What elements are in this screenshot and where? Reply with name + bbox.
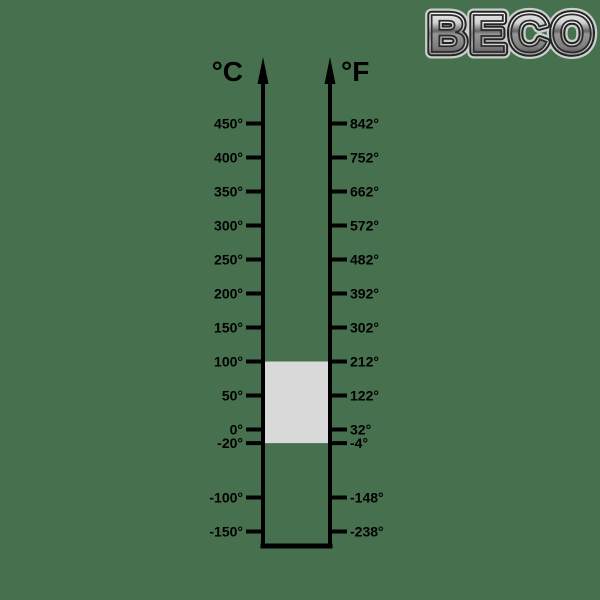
celsius-tick-label: 450°	[214, 116, 243, 132]
celsius-tick-label: 300°	[214, 218, 243, 234]
beco-logo-text: BECO	[428, 4, 596, 64]
fahrenheit-tick-label: -238°	[350, 524, 384, 540]
celsius-arrow-up-icon	[257, 57, 269, 84]
celsius-tick-label: 400°	[214, 150, 243, 166]
celsius-tick-label: 50°	[222, 388, 243, 404]
celsius-tick-label: -100°	[209, 490, 243, 506]
celsius-tick-label: 350°	[214, 184, 243, 200]
fahrenheit-tick-label: 752°	[350, 150, 379, 166]
fahrenheit-tick-label: 212°	[350, 354, 379, 370]
fahrenheit-tick-label: 32°	[350, 422, 371, 438]
beco-logo-text: BECO	[428, 4, 596, 64]
fahrenheit-arrow-up-icon	[324, 57, 336, 84]
fahrenheit-tick-label: 572°	[350, 218, 379, 234]
tick-group: 450° 842° 400° 752° 350° 662° 300° 572° 250° 482°…	[209, 116, 383, 540]
fahrenheit-tick-label: 392°	[350, 286, 379, 302]
beco-logo-text: BECO	[428, 4, 596, 64]
fahrenheit-unit-label: °F	[341, 56, 369, 87]
fahrenheit-tick-label: 482°	[350, 252, 379, 268]
celsius-unit-label: °C	[212, 56, 243, 87]
celsius-tick-label: 250°	[214, 252, 243, 268]
fahrenheit-tick-label: -148°	[350, 490, 384, 506]
celsius-tick-label: 200°	[214, 286, 243, 302]
beco-logo: BECO BECO BECO BECO	[421, 0, 599, 71]
celsius-tick-label: -150°	[209, 524, 243, 540]
beco-logo-text: BECO	[428, 4, 596, 64]
fahrenheit-tick-label: -4°	[350, 435, 368, 451]
fahrenheit-tick-label: 842°	[350, 116, 379, 132]
axes	[257, 57, 336, 549]
fahrenheit-tick-label: 122°	[350, 388, 379, 404]
fahrenheit-tick-label: 302°	[350, 320, 379, 336]
celsius-tick-label: 0°	[230, 422, 243, 438]
celsius-tick-label: 100°	[214, 354, 243, 370]
fahrenheit-tick-label: 662°	[350, 184, 379, 200]
highlight-range-rect	[262, 361, 331, 444]
celsius-tick-label: 150°	[214, 320, 243, 336]
highlight-range	[262, 361, 331, 444]
celsius-tick-label: -20°	[217, 435, 243, 451]
